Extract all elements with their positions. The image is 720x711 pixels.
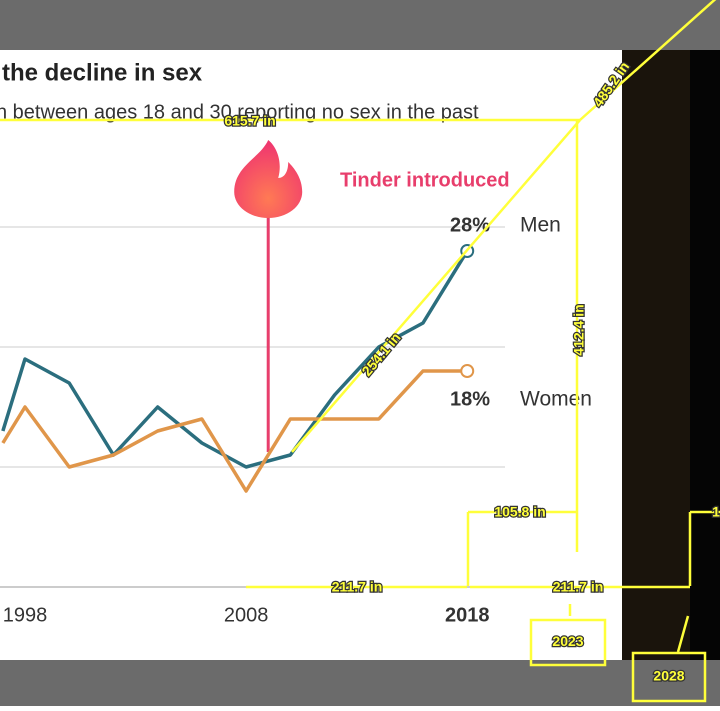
year-box bbox=[529, 618, 607, 667]
series-name: Men bbox=[520, 214, 561, 237]
year-box-label: 2023 bbox=[552, 633, 583, 649]
measure-line bbox=[579, 0, 717, 121]
measure-label: 615.7 in bbox=[224, 113, 275, 129]
tinder-icon bbox=[234, 140, 303, 219]
measure-label: 211.7 in bbox=[553, 579, 604, 595]
x-tick-label: 2008 bbox=[224, 604, 269, 626]
measure-line bbox=[291, 119, 581, 453]
measure-label: 105.8 in bbox=[494, 504, 545, 520]
value-label: 28% bbox=[450, 214, 490, 236]
year-box-label: 2028 bbox=[653, 668, 684, 684]
measure-label: 211.7 in bbox=[332, 579, 383, 595]
series-name: Women bbox=[520, 388, 592, 411]
value-label: 18% bbox=[450, 388, 490, 410]
measure-label: 1 bbox=[712, 504, 720, 520]
x-tick-label: 1998 bbox=[3, 604, 48, 626]
video-edge bbox=[690, 50, 720, 660]
annotation-text: Tinder introduced bbox=[340, 169, 510, 191]
plot: 1998 2008 2018 Tinder introduced 28% Men 18% Wo… bbox=[0, 140, 592, 626]
chart-subtitle: n between ages 18 and 30 reporting no se… bbox=[0, 101, 479, 123]
x-tick-label: 2018 bbox=[445, 604, 490, 626]
chart-title: the decline in sex bbox=[2, 59, 203, 86]
year-box bbox=[631, 651, 707, 703]
series-line bbox=[1, 369, 468, 493]
measure-line bbox=[676, 615, 690, 653]
measure-label: 412.4 in bbox=[571, 304, 587, 355]
end-point bbox=[460, 364, 475, 378]
chart-panel bbox=[0, 50, 622, 660]
